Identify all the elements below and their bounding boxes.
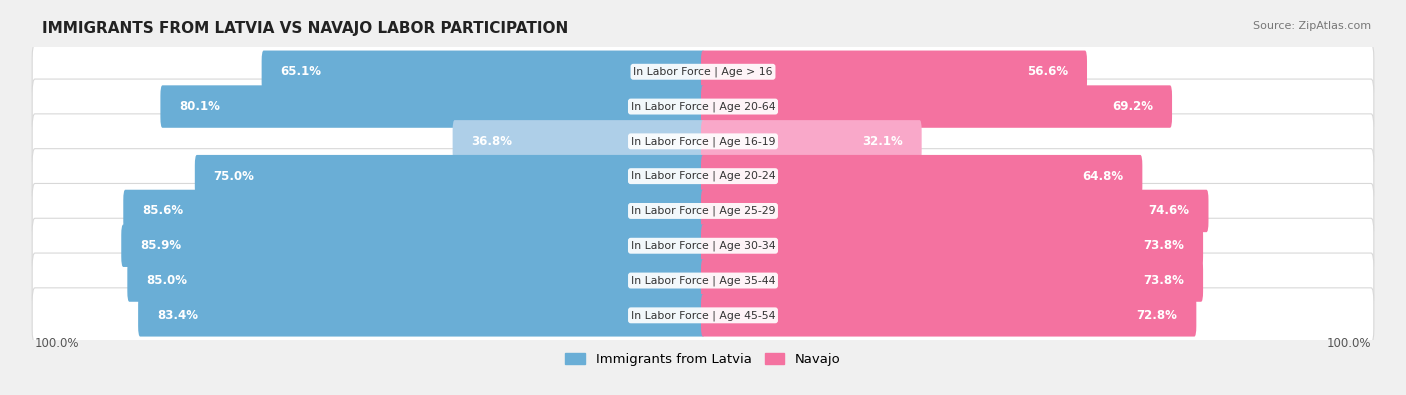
- FancyBboxPatch shape: [453, 120, 704, 163]
- Text: In Labor Force | Age 35-44: In Labor Force | Age 35-44: [631, 275, 775, 286]
- Text: 85.9%: 85.9%: [141, 239, 181, 252]
- FancyBboxPatch shape: [702, 190, 1209, 232]
- Legend: Immigrants from Latvia, Navajo: Immigrants from Latvia, Navajo: [560, 348, 846, 371]
- FancyBboxPatch shape: [702, 85, 1173, 128]
- FancyBboxPatch shape: [32, 44, 1374, 99]
- FancyBboxPatch shape: [138, 294, 704, 337]
- Text: 75.0%: 75.0%: [214, 169, 254, 182]
- Text: 36.8%: 36.8%: [471, 135, 513, 148]
- Text: 85.0%: 85.0%: [146, 274, 187, 287]
- FancyBboxPatch shape: [32, 114, 1374, 169]
- Text: In Labor Force | Age 45-54: In Labor Force | Age 45-54: [631, 310, 775, 321]
- Text: 32.1%: 32.1%: [862, 135, 903, 148]
- FancyBboxPatch shape: [160, 85, 704, 128]
- Text: In Labor Force | Age 20-64: In Labor Force | Age 20-64: [631, 101, 775, 112]
- FancyBboxPatch shape: [32, 79, 1374, 134]
- Text: In Labor Force | Age > 16: In Labor Force | Age > 16: [633, 66, 773, 77]
- FancyBboxPatch shape: [702, 259, 1204, 302]
- Text: 64.8%: 64.8%: [1083, 169, 1123, 182]
- FancyBboxPatch shape: [32, 183, 1374, 239]
- FancyBboxPatch shape: [702, 155, 1142, 198]
- FancyBboxPatch shape: [124, 190, 704, 232]
- FancyBboxPatch shape: [32, 288, 1374, 343]
- Text: 69.2%: 69.2%: [1112, 100, 1153, 113]
- Text: IMMIGRANTS FROM LATVIA VS NAVAJO LABOR PARTICIPATION: IMMIGRANTS FROM LATVIA VS NAVAJO LABOR P…: [42, 21, 568, 36]
- FancyBboxPatch shape: [121, 224, 704, 267]
- FancyBboxPatch shape: [195, 155, 704, 198]
- FancyBboxPatch shape: [128, 259, 704, 302]
- FancyBboxPatch shape: [262, 51, 704, 93]
- FancyBboxPatch shape: [32, 149, 1374, 204]
- Text: 72.8%: 72.8%: [1136, 309, 1177, 322]
- Text: In Labor Force | Age 30-34: In Labor Force | Age 30-34: [631, 241, 775, 251]
- Text: 100.0%: 100.0%: [1327, 337, 1371, 350]
- Text: In Labor Force | Age 16-19: In Labor Force | Age 16-19: [631, 136, 775, 147]
- Text: In Labor Force | Age 20-24: In Labor Force | Age 20-24: [631, 171, 775, 181]
- Text: 56.6%: 56.6%: [1026, 65, 1069, 78]
- FancyBboxPatch shape: [32, 218, 1374, 273]
- FancyBboxPatch shape: [702, 120, 922, 163]
- Text: 73.8%: 73.8%: [1143, 239, 1184, 252]
- Text: 65.1%: 65.1%: [281, 65, 322, 78]
- Text: 85.6%: 85.6%: [142, 205, 183, 218]
- FancyBboxPatch shape: [702, 224, 1204, 267]
- Text: 80.1%: 80.1%: [180, 100, 221, 113]
- FancyBboxPatch shape: [32, 253, 1374, 308]
- FancyBboxPatch shape: [702, 51, 1087, 93]
- Text: 83.4%: 83.4%: [157, 309, 198, 322]
- Text: Source: ZipAtlas.com: Source: ZipAtlas.com: [1253, 21, 1371, 31]
- Text: 73.8%: 73.8%: [1143, 274, 1184, 287]
- Text: 100.0%: 100.0%: [35, 337, 79, 350]
- Text: In Labor Force | Age 25-29: In Labor Force | Age 25-29: [631, 206, 775, 216]
- Text: 74.6%: 74.6%: [1149, 205, 1189, 218]
- FancyBboxPatch shape: [702, 294, 1197, 337]
